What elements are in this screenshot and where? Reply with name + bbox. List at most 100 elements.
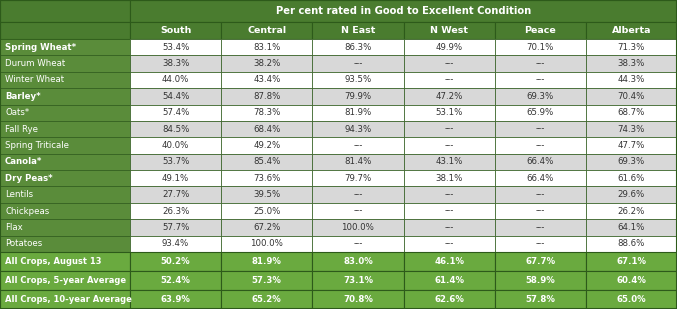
Text: 54.4%: 54.4% [162,92,190,101]
Text: N West: N West [430,26,468,35]
Text: 53.4%: 53.4% [162,43,190,52]
Bar [586,137,677,154]
Text: ---: --- [444,125,454,133]
Text: 71.3%: 71.3% [617,43,645,52]
Text: Alberta: Alberta [611,26,651,35]
Bar [221,39,312,55]
Text: 81.9%: 81.9% [345,108,372,117]
Bar [312,170,403,186]
Text: ---: --- [536,239,545,248]
Bar [312,121,403,137]
Bar [495,72,586,88]
Text: 65.9%: 65.9% [527,108,554,117]
Text: 49.1%: 49.1% [162,174,189,183]
Bar [403,55,495,72]
Text: 69.3%: 69.3% [527,92,554,101]
Text: ---: --- [353,141,363,150]
Bar [586,252,677,271]
Text: 74.3%: 74.3% [617,125,645,133]
Text: 85.4%: 85.4% [253,157,280,166]
Bar [0,0,130,22]
Text: 67.2%: 67.2% [253,223,280,232]
Bar [221,55,312,72]
Bar [0,186,130,203]
Text: Flax: Flax [5,223,23,232]
Text: 47.2%: 47.2% [435,92,463,101]
Text: 38.2%: 38.2% [253,59,280,68]
Bar [312,104,403,121]
Bar [312,154,403,170]
Text: 38.3%: 38.3% [617,59,645,68]
Text: 70.4%: 70.4% [617,92,645,101]
Text: ---: --- [536,59,545,68]
Bar [221,104,312,121]
Text: Per cent rated in Good to Excellent Condition: Per cent rated in Good to Excellent Cond… [276,6,531,16]
Text: 70.1%: 70.1% [527,43,554,52]
Text: South: South [160,26,192,35]
Text: 100.0%: 100.0% [250,239,283,248]
Bar [495,219,586,236]
Text: 73.6%: 73.6% [253,174,280,183]
Text: 93.4%: 93.4% [162,239,189,248]
Text: Peace: Peace [525,26,556,35]
Bar [0,154,130,170]
Bar [586,55,677,72]
Bar [221,203,312,219]
Bar [586,104,677,121]
Text: 68.4%: 68.4% [253,125,280,133]
Text: N East: N East [341,26,375,35]
Text: 43.1%: 43.1% [435,157,463,166]
Bar [312,203,403,219]
Text: All Crops, August 13: All Crops, August 13 [5,257,102,266]
Text: Central: Central [247,26,286,35]
Text: Fall Rye: Fall Rye [5,125,38,133]
Bar [312,219,403,236]
Bar [495,236,586,252]
Text: 40.0%: 40.0% [162,141,190,150]
Text: ---: --- [536,190,545,199]
Bar [130,290,221,309]
Bar [130,121,221,137]
Text: Durum Wheat: Durum Wheat [5,59,65,68]
Bar [0,271,130,290]
Bar [495,186,586,203]
Text: 61.6%: 61.6% [617,174,645,183]
Bar [0,22,130,39]
Bar [130,72,221,88]
Bar [0,104,130,121]
Bar [130,55,221,72]
Text: ---: --- [536,141,545,150]
Bar [130,203,221,219]
Text: 53.7%: 53.7% [162,157,190,166]
Text: 83.1%: 83.1% [253,43,280,52]
Bar [312,137,403,154]
Bar [221,88,312,104]
Bar [403,154,495,170]
Bar [312,290,403,309]
Bar [0,252,130,271]
Text: 94.3%: 94.3% [345,125,372,133]
Text: Chickpeas: Chickpeas [5,206,49,216]
Bar [312,271,403,290]
Text: 66.4%: 66.4% [527,157,554,166]
Text: ---: --- [444,59,454,68]
Bar [403,104,495,121]
Bar [403,121,495,137]
Bar [586,72,677,88]
Text: ---: --- [353,59,363,68]
Text: ---: --- [353,239,363,248]
Bar [586,154,677,170]
Bar [495,203,586,219]
Text: ---: --- [536,223,545,232]
Bar [0,203,130,219]
Text: 57.4%: 57.4% [162,108,190,117]
Text: 38.1%: 38.1% [435,174,463,183]
Bar [586,39,677,55]
Text: 93.5%: 93.5% [345,75,372,84]
Text: 73.1%: 73.1% [343,276,373,285]
Bar [0,236,130,252]
Bar [0,55,130,72]
Text: 63.9%: 63.9% [160,295,190,304]
Text: 61.4%: 61.4% [434,276,464,285]
Text: 50.2%: 50.2% [160,257,190,266]
